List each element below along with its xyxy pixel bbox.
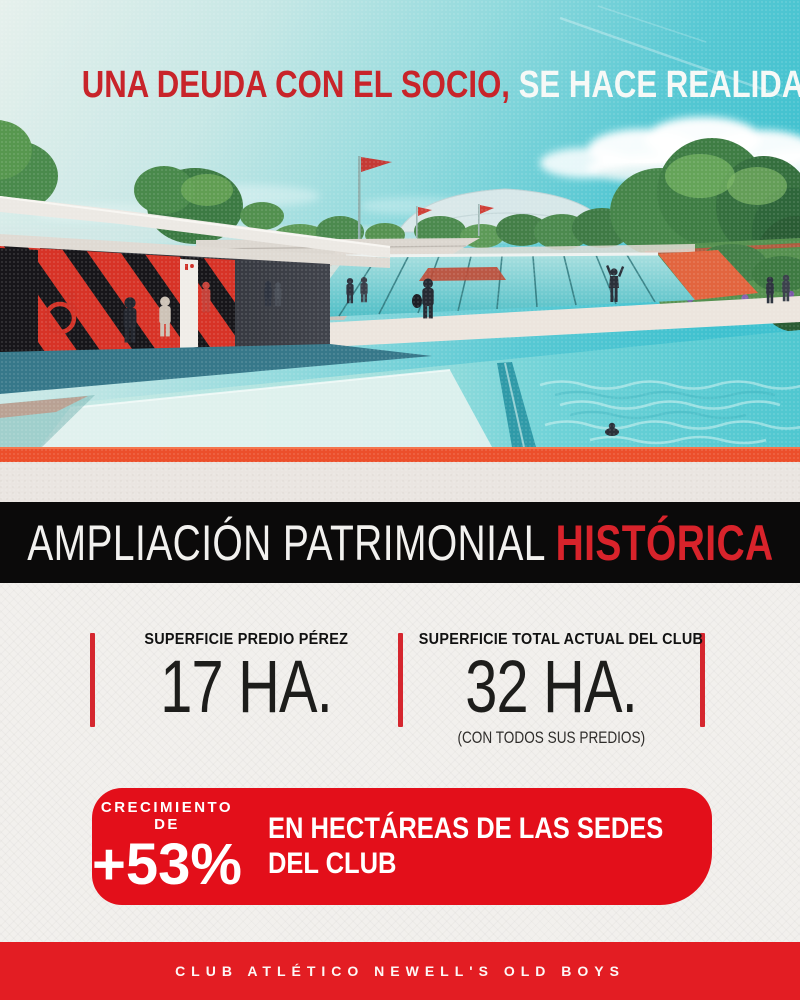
stat-divider-middle bbox=[398, 633, 403, 727]
headline: UNA DEUDA CON EL SOCIO, SE HACE REALIDAD bbox=[0, 66, 800, 104]
headline-white-text: SE HACE REALIDAD bbox=[518, 64, 800, 106]
stat-predio-perez: SUPERFICIE PREDIO PÉREZ 17 HA. bbox=[95, 631, 398, 724]
stats-section: SUPERFICIE PREDIO PÉREZ 17 HA. SUPERFICI… bbox=[0, 583, 800, 942]
club-name: CLUB ATLÉTICO NEWELL'S OLD BOYS bbox=[175, 963, 625, 979]
growth-callout: CRECIMIENTO DE +53% EN HECTÁREAS DE LAS … bbox=[92, 788, 712, 905]
banner-red-text: HISTÓRICA bbox=[555, 514, 774, 571]
title-banner: AMPLIACIÓN PATRIMONIAL HISTÓRICA bbox=[0, 502, 800, 583]
growth-description-line2: DEL CLUB bbox=[267, 846, 397, 880]
stat-divider-right bbox=[700, 633, 705, 727]
stat-divider-left bbox=[90, 633, 95, 727]
headline-red-text: UNA DEUDA CON EL SOCIO, bbox=[81, 64, 510, 106]
stat-value: 17 HA. bbox=[160, 645, 334, 728]
stat-label: SUPERFICIE TOTAL ACTUAL DEL CLUB bbox=[418, 631, 704, 648]
growth-kicker: CRECIMIENTO DE bbox=[100, 798, 234, 833]
stat-superficie-total: SUPERFICIE TOTAL ACTUAL DEL CLUB 32 HA. … bbox=[403, 631, 704, 748]
stat-label: SUPERFICIE PREDIO PÉREZ bbox=[144, 631, 349, 648]
pool-complex-photo: UNA DEUDA CON EL SOCIO, SE HACE REALIDAD bbox=[0, 0, 800, 502]
growth-left-column: CRECIMIENTO DE +53% bbox=[92, 799, 242, 894]
stat-value: 32 HA. bbox=[465, 645, 639, 728]
stat-note: (CON TODOS SUS PREDIOS) bbox=[457, 727, 646, 747]
growth-description-line1: EN HECTÁREAS DE LAS SEDES bbox=[267, 811, 664, 845]
footer-bar: CLUB ATLÉTICO NEWELL'S OLD BOYS bbox=[0, 942, 800, 1000]
growth-percentage: +53% bbox=[92, 831, 242, 897]
pool-photo-illustration bbox=[0, 0, 800, 502]
growth-description: EN HECTÁREAS DE LAS SEDES DEL CLUB bbox=[268, 812, 733, 882]
banner-white-text: AMPLIACIÓN PATRIMONIAL bbox=[26, 514, 544, 571]
